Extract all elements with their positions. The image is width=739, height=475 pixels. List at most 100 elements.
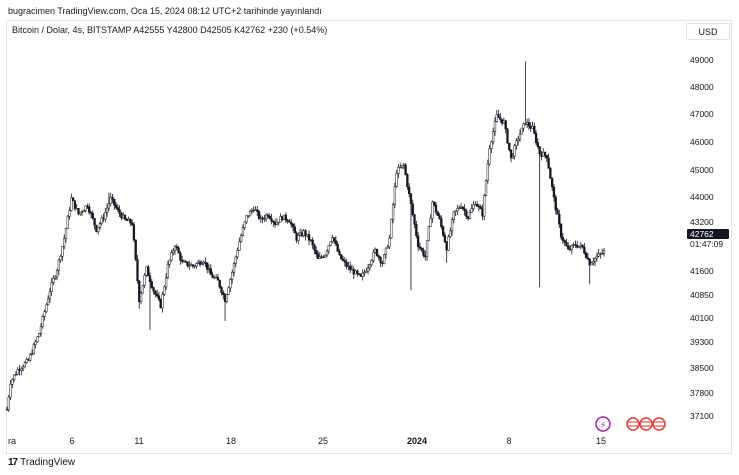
candle-body [363,271,366,274]
y-tick-label: 40850 [690,290,714,300]
candle-body [266,214,270,217]
candle-body [481,208,484,217]
candle-body [147,266,150,277]
candle-body [384,247,388,255]
candle-body [599,253,602,255]
candle-body [508,142,511,151]
candle-body [98,223,102,228]
candle-body [209,268,212,275]
candle-body [97,227,100,232]
candle-body [509,149,513,159]
candle-body [155,293,159,297]
candle-body [450,219,454,232]
candle-body [113,198,116,206]
candle-body [270,218,273,222]
candle-body [211,274,214,278]
candle-body [265,214,268,220]
candle-body [7,396,10,410]
y-tick-label: 38500 [690,363,714,373]
candle-body [343,260,346,263]
candle-body [143,275,146,286]
candle-body [164,277,168,288]
candle-body [413,214,416,225]
candle-body [377,255,380,258]
candle-body [173,246,177,252]
candle-body [16,369,19,375]
candle-body [388,237,391,248]
candle-body [214,276,218,279]
candle-body [57,259,60,271]
candle-body [38,333,41,338]
candle-body [579,244,582,247]
candle-body [577,245,581,248]
candle-body [581,244,584,248]
candle-body [547,157,550,169]
candle-body [418,246,422,249]
candle-body [177,247,180,254]
candle-body [118,209,121,214]
candle-body [470,208,473,213]
candle-body [590,262,593,266]
us-flag-icon[interactable] [626,417,640,431]
candle-body [486,163,489,181]
candle-body [374,248,377,253]
publish-caption: bugracimen TradingView.com, Oca 15, 2024… [8,6,322,16]
candle-body [70,197,73,211]
candle-body [95,224,98,232]
candle-body [152,287,155,292]
candle-body [368,264,371,269]
candle-body [122,214,125,219]
symbol-legend: Bitcoin / Dolar, 4s, BITSTAMP A42555 Y42… [12,25,328,35]
candle-body [490,141,493,150]
candle-body [89,212,93,214]
candle-body [518,133,522,140]
candle-body [71,197,75,201]
us-flag-icon[interactable] [639,417,653,431]
candle-body [352,269,355,275]
candle-body [195,263,198,267]
candle-body [593,257,597,262]
candle-body [261,217,264,220]
lightning-icon[interactable] [595,416,611,432]
candle-body [46,298,50,306]
candle-body [329,241,332,246]
y-tick-label: 48000 [690,82,714,92]
candle-body [93,218,96,226]
candle-body [379,257,382,263]
candle-body [73,200,77,209]
currency-button[interactable]: USD [686,23,730,40]
candle-body [189,264,193,266]
candle-body [475,204,479,207]
tradingview-logo[interactable]: 17 TradingView [8,457,75,468]
x-tick-label: 8 [506,436,511,446]
candle-body [21,366,25,370]
candle-body [531,125,534,129]
y-tick-label: 37800 [690,388,714,398]
candle-body [461,206,464,209]
candle-body [497,114,500,118]
candle-body [397,167,400,174]
candle-body [393,186,397,206]
y-tick-label: 39300 [690,337,714,347]
candle-body [184,261,187,263]
candle-body [20,368,23,371]
candle-body [282,214,286,220]
candle-body [427,226,430,241]
candle-body [440,218,443,227]
candle-body [345,261,348,267]
candle-body [583,246,586,254]
candle-body [114,204,118,208]
candle-body [332,237,336,241]
tradingview-mark-icon: 17 [8,457,18,468]
candle-body [116,207,119,210]
candle-body [533,125,536,134]
candle-body [130,222,134,225]
candle-body [408,186,411,194]
candle-body [322,256,325,258]
candle-body [504,120,507,130]
candle-body [551,178,554,188]
candle-body [447,236,450,251]
candle-body [34,341,37,345]
us-flag-icon[interactable] [652,417,666,431]
